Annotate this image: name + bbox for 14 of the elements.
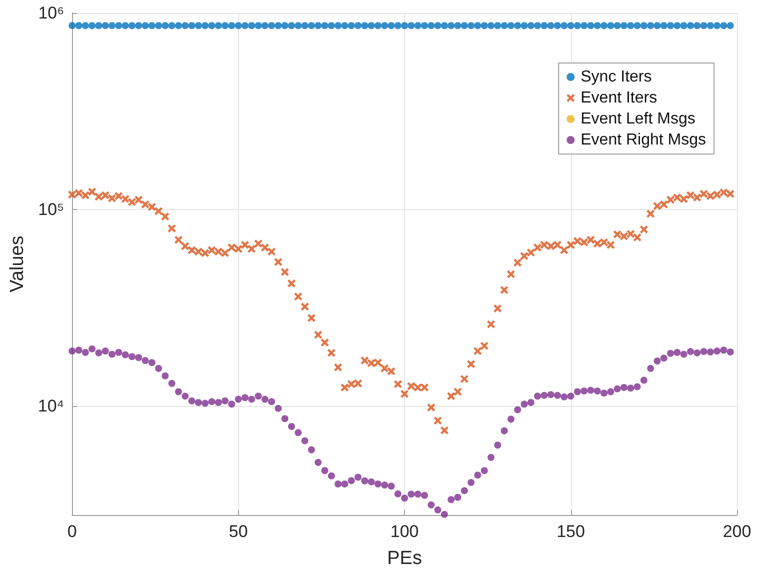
legend-label: Sync Iters <box>580 68 652 86</box>
legend-label: Event Left Msgs <box>580 110 696 128</box>
y-tick-label: 10⁵ <box>38 200 64 219</box>
x-tick-label: 0 <box>67 522 77 541</box>
y-tick-label: 10⁴ <box>38 396 64 416</box>
x-tick-label: 150 <box>556 522 585 541</box>
x-tick-label: 100 <box>390 522 419 541</box>
x-tick-label: 50 <box>228 522 248 541</box>
x-axis-title: PEs <box>387 548 422 569</box>
x-tick-label: 200 <box>722 522 752 541</box>
y-axis-title: Values <box>7 236 28 292</box>
legend-label: Event Iters <box>580 90 658 106</box>
legend-label: Event Right Msgs <box>580 132 706 148</box>
y-tick-label: 10⁶ <box>38 4 64 22</box>
